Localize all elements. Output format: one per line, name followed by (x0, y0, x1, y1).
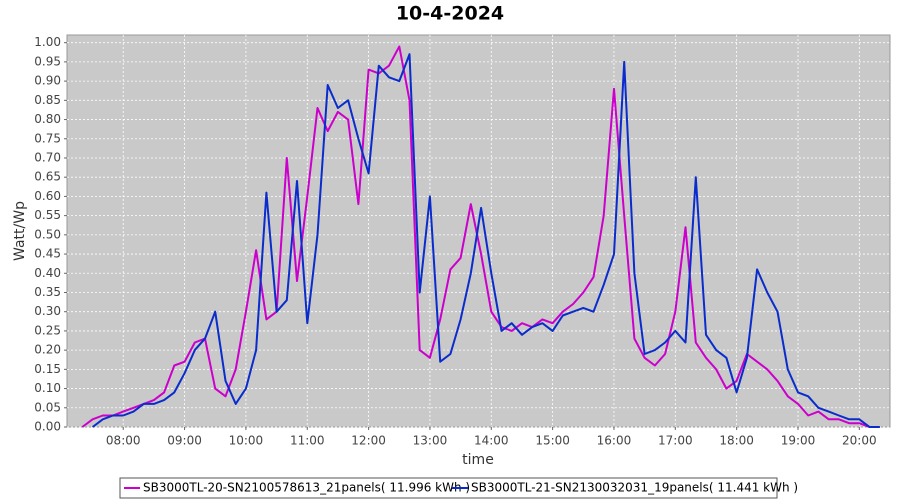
chart-title: 10-4-2024 (396, 3, 504, 25)
series-line (91, 53, 880, 428)
x-tick-label: 15:00 (535, 434, 570, 448)
legend-label: SB3000TL-21-SN2130032031_19panels( 11.44… (471, 481, 798, 495)
y-tick-label: 0.55 (34, 208, 61, 222)
y-tick-label: 1.00 (34, 35, 61, 49)
y-tick-label: 0.95 (34, 54, 61, 68)
y-tick-label: 0.85 (34, 93, 61, 107)
x-tick-label: 16:00 (597, 434, 632, 448)
y-tick-label: 0.45 (34, 247, 61, 261)
y-tick-label: 0.65 (34, 170, 61, 184)
legend (119, 477, 778, 499)
x-tick-label: 08:00 (106, 434, 141, 448)
y-tick-label: 0.50 (34, 227, 61, 241)
x-axis-label: time (462, 452, 494, 468)
y-tick-label: 0.90 (34, 74, 61, 88)
y-tick-label: 0.30 (34, 304, 61, 318)
x-tick-label: 09:00 (167, 434, 202, 448)
y-tick-label: 0.75 (34, 131, 61, 145)
y-tick-label: 0.60 (34, 189, 61, 203)
x-tick-label: 18:00 (719, 434, 754, 448)
x-tick-label: 14:00 (474, 434, 509, 448)
y-tick-label: 0.25 (34, 323, 61, 337)
y-tick-label: 0.40 (34, 266, 61, 280)
x-tick-label: 19:00 (781, 434, 816, 448)
x-tick-label: 11:00 (290, 434, 325, 448)
legend-label: SB3000TL-20-SN2100578613_21panels( 11.99… (143, 481, 470, 495)
y-tick-label: 0.15 (34, 362, 61, 376)
y-tick-label: 0.00 (34, 420, 61, 434)
y-tick-label: 0.80 (34, 112, 61, 126)
y-tick-label: 0.20 (34, 343, 61, 357)
x-tick-label: 12:00 (351, 434, 386, 448)
x-tick-label: 10:00 (229, 434, 264, 448)
y-axis-label: Watt/Wp (12, 201, 28, 261)
y-tick-label: 0.05 (34, 400, 61, 414)
y-tick-label: 0.10 (34, 381, 61, 395)
y-tick-label: 0.35 (34, 285, 61, 299)
y-tick-label: 0.70 (34, 150, 61, 164)
x-tick-label: 20:00 (842, 434, 877, 448)
x-tick-label: 13:00 (413, 434, 448, 448)
x-tick-label: 17:00 (658, 434, 693, 448)
